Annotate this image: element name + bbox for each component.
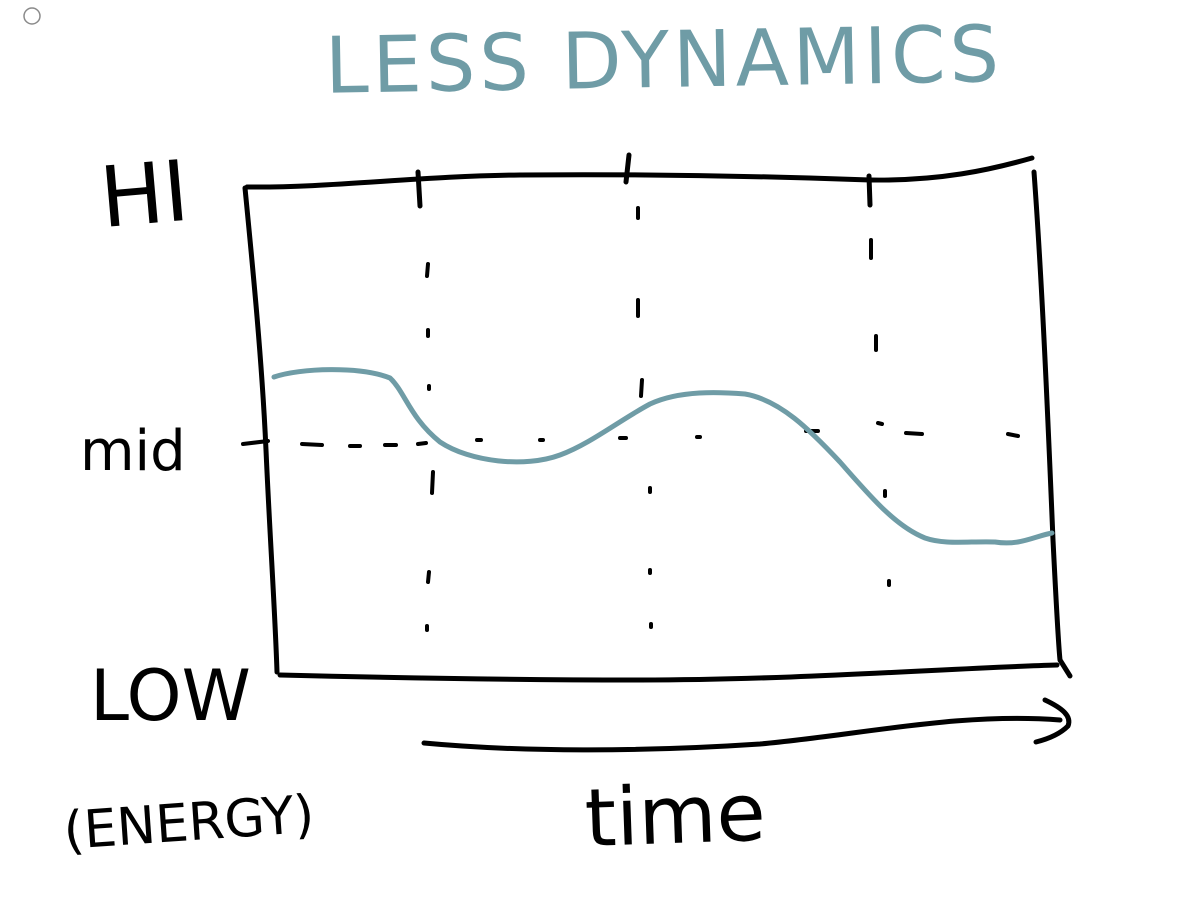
x-axis-label: time	[583, 766, 767, 865]
grid-v1-dash	[430, 470, 435, 495]
top-ticks	[415, 152, 873, 209]
time-arrow-head	[1033, 697, 1072, 745]
top-tick-1	[415, 169, 423, 209]
mid-line	[241, 421, 1020, 448]
mid-line-dash	[300, 442, 324, 447]
time-arrow-shaft	[421, 715, 1063, 753]
level-label-low: LOW	[90, 655, 251, 737]
arrow-right-icon	[421, 697, 1072, 753]
frame-left-edge	[242, 185, 280, 675]
energy-curve	[271, 367, 1055, 546]
level-label-high: HI	[96, 142, 192, 247]
top-tick-2	[623, 152, 632, 185]
grid-v1-dash	[426, 570, 431, 584]
frame-bottom-edge	[277, 662, 1060, 683]
mid-line-dash	[904, 431, 924, 436]
grid-v2-dash	[639, 378, 644, 398]
level-label-mid: mid	[80, 419, 186, 484]
frame-top-edge	[244, 155, 1035, 190]
mid-line-dash	[1006, 432, 1020, 438]
frame-right-edge	[1031, 169, 1073, 679]
top-tick-3	[866, 173, 873, 208]
sketch-title: LESS DYNAMICS	[324, 10, 1003, 112]
mid-line-dash	[416, 441, 428, 446]
vertical-grid-lines	[425, 206, 891, 632]
y-axis-label: (ENERGY)	[62, 785, 316, 862]
circle-outline-icon[interactable]	[23, 7, 41, 25]
chart-frame	[242, 155, 1073, 683]
grid-v1-dash	[425, 262, 430, 278]
mid-line-dash	[241, 439, 270, 446]
mid-line-dash	[876, 421, 884, 426]
